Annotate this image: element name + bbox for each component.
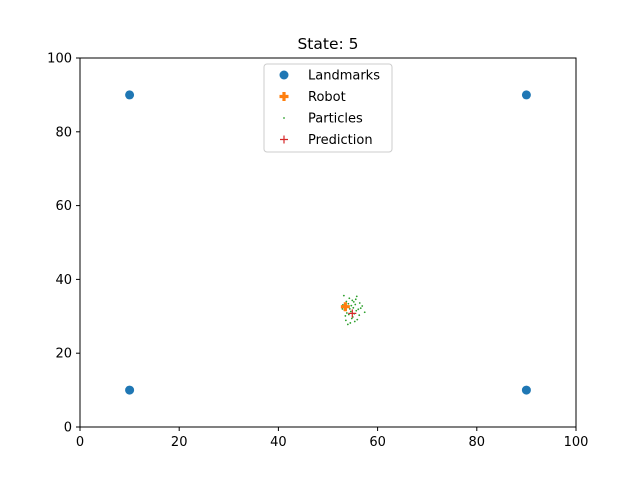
legend-item-particles: Particles (283, 112, 363, 127)
axes-frame (79, 57, 577, 428)
particles-point (358, 314, 361, 317)
particles-point (346, 323, 349, 326)
particles-point (356, 318, 359, 321)
particles-point (350, 304, 353, 307)
prediction-point (348, 309, 357, 318)
particles-point (348, 297, 351, 300)
y-tick-label: 40 (55, 273, 72, 288)
particles-point (361, 305, 364, 307)
particles-point (353, 320, 356, 323)
particles-point (363, 311, 366, 314)
x-tick-label: 40 (270, 435, 287, 450)
x-tick-label: 0 (76, 435, 84, 450)
particles-point (342, 294, 345, 297)
particles-point (349, 322, 352, 324)
landmarks-point (521, 90, 531, 100)
particles-point (344, 319, 347, 322)
landmarks-point (125, 90, 135, 100)
legend-label-prediction: Prediction (308, 133, 373, 148)
particles-point (352, 306, 355, 309)
particles-point (344, 315, 347, 317)
particles-point (350, 317, 353, 320)
legend-item-landmarks: Landmarks (279, 69, 380, 84)
particles-point (354, 298, 357, 301)
legend-label-particles: Particles (308, 112, 363, 127)
x-tick-label: 60 (369, 435, 386, 450)
particles-point (359, 307, 362, 310)
particles-point (358, 302, 361, 304)
legend-marker-landmarks (279, 70, 289, 80)
particles-point (357, 308, 360, 311)
particles-point (348, 308, 351, 310)
legend-label-robot: Robot (308, 90, 346, 105)
axis-ticks: 0 20 40 60 80 100 0 20 40 60 80 100 (47, 52, 588, 451)
landmarks-point (125, 385, 135, 395)
x-tick-label: 100 (564, 435, 589, 450)
y-tick-label: 20 (55, 347, 72, 362)
x-tick-label: 80 (469, 435, 486, 450)
legend-item-robot: Robot (279, 90, 346, 105)
landmarks-point (521, 385, 531, 395)
series-landmarks (125, 90, 531, 395)
y-tick-label: 0 (64, 421, 72, 436)
particles-point (345, 312, 348, 314)
chart-title: State: 5 (297, 35, 358, 53)
particles-point (351, 299, 354, 302)
y-tick-label: 100 (47, 52, 72, 67)
legend-box (263, 63, 393, 153)
series-robot (340, 302, 350, 312)
legend-marker-robot (279, 92, 289, 101)
particles-point (347, 313, 350, 316)
particles-point (355, 295, 358, 298)
legend-item-prediction: Prediction (280, 133, 373, 148)
particles-point (355, 309, 358, 312)
particles-point (354, 303, 357, 306)
legend-marker-particles (283, 117, 285, 119)
particles-point (349, 310, 352, 313)
y-tick-label: 60 (55, 199, 72, 214)
legend: Landmarks Robot Particles Prediction (263, 63, 393, 153)
legend-label-landmarks: Landmarks (308, 69, 380, 84)
y-tick-label: 80 (55, 125, 72, 140)
particles-point (345, 300, 348, 303)
x-tick-label: 20 (171, 435, 188, 450)
robot-point (340, 302, 350, 312)
legend-marker-prediction (280, 135, 288, 144)
particles-point (347, 302, 350, 305)
series-prediction (348, 309, 357, 318)
particles-point (341, 308, 344, 310)
plot-area (125, 90, 531, 395)
particles-point (352, 301, 355, 303)
